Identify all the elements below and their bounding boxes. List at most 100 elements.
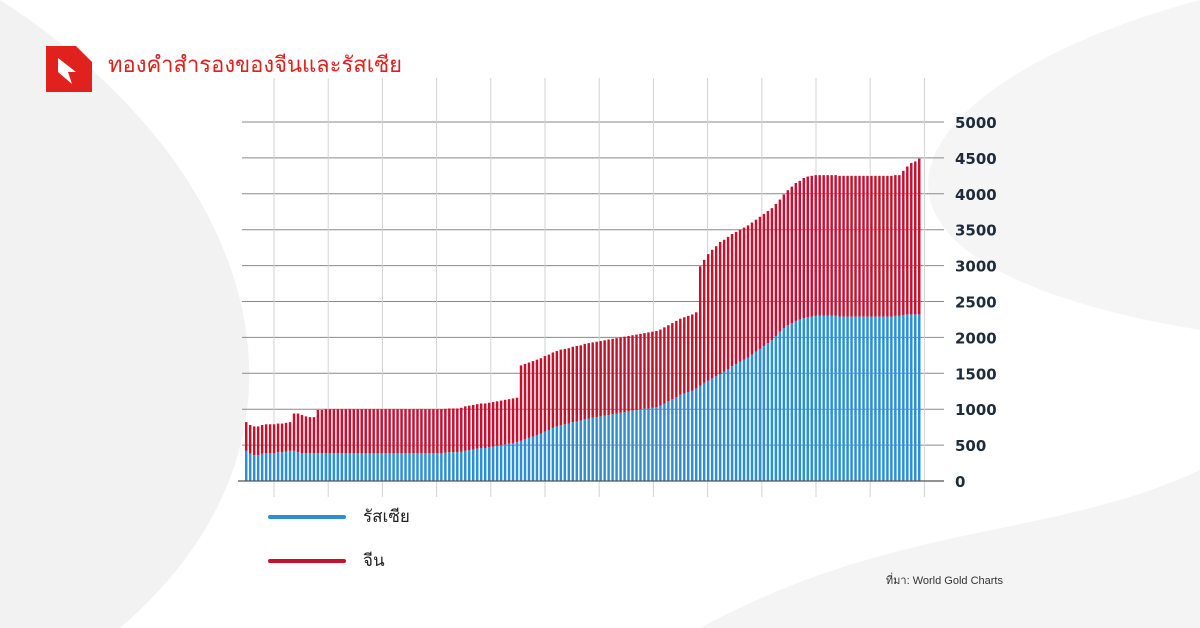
bar-china <box>810 175 813 317</box>
bar-china <box>328 409 332 453</box>
bar-china <box>615 338 618 414</box>
bar-china <box>396 409 399 453</box>
bar-russia <box>643 408 646 481</box>
bar-russia <box>475 448 479 481</box>
bar-china <box>862 175 865 317</box>
bar-russia <box>726 368 730 481</box>
bar-china <box>547 354 551 431</box>
bar-russia <box>507 443 511 481</box>
bar-china <box>603 340 606 416</box>
bar-china <box>471 404 475 450</box>
bar-china <box>479 403 483 448</box>
bar-russia <box>272 452 276 481</box>
bar-russia <box>667 401 670 481</box>
bar-russia <box>794 320 798 481</box>
y-tick-label: 5000 <box>955 114 997 132</box>
bar-china <box>392 409 395 453</box>
bar-china <box>822 175 825 316</box>
bar-china <box>555 351 559 427</box>
bar-china <box>252 426 256 456</box>
bar-china <box>890 175 893 317</box>
bar-russia <box>276 452 280 481</box>
bar-china <box>539 358 543 434</box>
bar-china <box>245 422 248 451</box>
bar-russia <box>659 405 662 481</box>
bar-china <box>643 333 646 409</box>
bar-russia <box>340 452 344 481</box>
bar-china <box>750 222 754 355</box>
bar-russia <box>814 315 817 481</box>
bar-china <box>675 320 678 397</box>
bar-china <box>842 175 845 317</box>
y-tick-label: 4500 <box>955 150 997 168</box>
bar-russia <box>691 390 694 481</box>
bar-russia <box>471 449 475 481</box>
bar-china <box>679 318 682 395</box>
bar-china <box>535 359 539 436</box>
bar-china <box>519 365 523 441</box>
bar-china <box>758 216 762 349</box>
bar-china <box>364 409 367 453</box>
bar-china <box>523 363 527 440</box>
bar-china <box>722 239 726 372</box>
bar-russia <box>770 340 774 481</box>
bar-china <box>460 407 463 452</box>
bar-russia <box>627 411 630 481</box>
bar-russia <box>702 382 706 481</box>
bar-china <box>814 175 817 316</box>
bar-china <box>344 409 348 453</box>
bar-china <box>587 343 590 419</box>
bar-china <box>754 219 758 352</box>
bar-russia <box>854 316 857 481</box>
bar-russia <box>790 323 794 481</box>
bar-russia <box>898 315 901 481</box>
bar-china <box>663 327 666 404</box>
bar-china <box>268 424 272 453</box>
bar-russia <box>408 452 411 481</box>
bar-russia <box>452 452 455 481</box>
bar-russia <box>579 420 582 481</box>
bar-russia <box>607 414 610 481</box>
bar-russia <box>675 396 678 481</box>
bar-russia <box>503 444 507 481</box>
bar-russia <box>762 346 766 481</box>
bar-russia <box>527 437 531 481</box>
bar-china <box>432 409 435 453</box>
bar-russia <box>288 450 292 481</box>
bar-china <box>627 335 630 412</box>
y-tick-label: 2000 <box>955 329 997 347</box>
bar-russia <box>802 318 805 481</box>
bar-china <box>428 409 431 453</box>
bar-russia <box>818 315 821 481</box>
bar-russia <box>822 315 825 481</box>
bar-russia <box>264 452 268 481</box>
page-title: ทองคำสำรองของจีนและรัสเซีย <box>108 53 403 78</box>
bar-russia <box>838 316 841 481</box>
bar-china <box>695 312 698 389</box>
bar-china <box>619 337 622 413</box>
bar-china <box>260 424 264 454</box>
bar-china <box>778 199 782 332</box>
bar-russia <box>583 419 586 481</box>
bar-china <box>870 175 873 317</box>
bar-russia <box>603 415 606 481</box>
bar-russia <box>479 447 483 481</box>
bar-russia <box>671 399 674 481</box>
bar-china <box>687 315 690 392</box>
bar-russia <box>380 452 383 481</box>
bar-china <box>734 231 738 364</box>
bar-china <box>714 246 718 377</box>
bar-russia <box>890 316 893 481</box>
bar-russia <box>551 427 555 481</box>
bar-china <box>583 343 586 420</box>
bar-russia <box>519 440 523 481</box>
bar-china <box>802 178 805 319</box>
bar-china <box>898 175 901 316</box>
bar-russia <box>252 455 256 481</box>
bar-china <box>316 409 320 453</box>
bar-china <box>503 399 507 445</box>
bar-russia <box>268 452 272 481</box>
bar-china <box>730 234 734 367</box>
bar-china <box>635 334 638 410</box>
bar-china <box>483 403 487 448</box>
